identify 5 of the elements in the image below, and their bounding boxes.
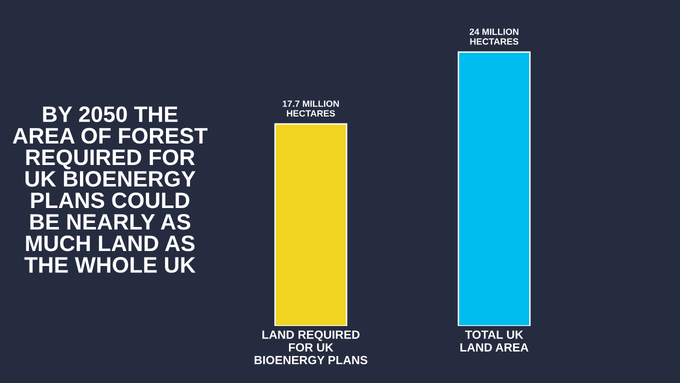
- text: BY 2050 THE AREA OF FOREST REQUIRED FOR UK BIOENERGY PLANS COULD BE NEARLY AS MUCH LAND AS THE WHOLE UK: [12, 106, 208, 273]
- x-tick-label: TOTAL UK LAND AREA: [460, 330, 528, 352]
- data-label: 17.7 MILLION HECTARES: [282, 100, 339, 117]
- data-label: 24 MILLION HECTARES: [470, 28, 518, 45]
- x-tick-label: LAND REQUIRED FOR UK BIOENERGY PLANS: [254, 330, 368, 364]
